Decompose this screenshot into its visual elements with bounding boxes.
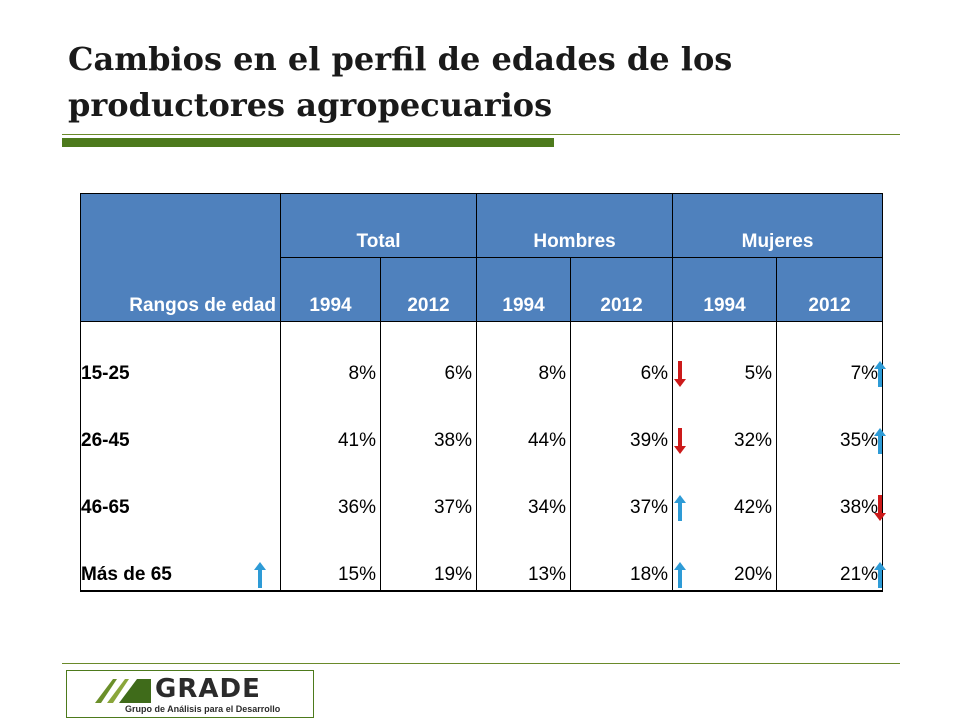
value-cell: 8% [476,321,572,389]
value-cell: 38% [379,389,478,456]
value-text: 5% [744,363,773,384]
age-range-cell: 15-25 [80,321,281,389]
value-text: 8% [538,363,567,384]
grade-logo-subtitle: Grupo de Análisis para el Desarrollo [125,704,281,714]
value-cell: 39% [570,389,687,456]
value-text: 37% [433,497,473,518]
value-cell: 5% [672,321,778,389]
header-year: 2012 [776,257,884,322]
slide-title: Cambios en el perfil de edades de los pr… [68,40,733,124]
value-cell: 36% [280,456,381,523]
value-text: 32% [734,430,773,451]
age-profile-table: Rangos de edad Total Hombres Mujeres 199… [80,193,887,592]
value-cell: 21% [776,523,887,592]
value-text: 21% [840,564,879,585]
value-text: 44% [527,430,567,451]
down-arrow-icon [874,495,887,521]
header-year: 1994 [476,257,572,322]
value-cell: 42% [672,456,778,523]
value-text: 38% [433,430,473,451]
value-text: 6% [640,363,669,384]
age-range-cell: Más de 65 [80,523,281,592]
value-cell: 6% [379,321,478,389]
footer-divider-line [62,663,900,664]
up-arrow-icon [874,562,887,588]
table-row: Más de 65 15% 19% 13% 18% 20% 21% [80,523,887,592]
value-text: 8% [348,363,376,384]
value-text: 38% [840,497,879,518]
up-arrow-icon [874,428,887,454]
header-year: 1994 [672,257,778,322]
table-body: 15-25 8% 6% 8% 6% 5% 7% 26-45 41% 38% 44% 39% 32% 35%… [80,321,887,592]
header-age-ranges: Rangos de edad [80,193,281,322]
value-text: 13% [527,564,567,585]
value-cell: 18% [570,523,687,592]
title-accent-bar [62,138,554,147]
value-text: 15% [337,564,376,585]
age-range-label: 15-25 [81,363,130,384]
value-cell: 41% [280,389,381,456]
value-text: 34% [527,497,567,518]
header-year: 1994 [280,257,381,322]
value-text: 42% [734,497,773,518]
value-cell: 8% [280,321,381,389]
value-text: 41% [337,430,376,451]
value-text: 20% [734,564,773,585]
value-cell: 32% [672,389,778,456]
header-group-mujeres: Mujeres [672,193,884,258]
age-range-label: 46-65 [81,497,130,518]
header-group-hombres: Hombres [476,193,674,258]
table-row: 26-45 41% 38% 44% 39% 32% 35% [80,389,887,456]
grade-logo: GRADE Grupo de Análisis para el Desarrol… [66,670,314,718]
title-divider-line [62,134,900,135]
header-group-total: Total [279,193,478,258]
table-row: 46-65 36% 37% 34% 37% 42% 38% [80,456,887,523]
value-text: 35% [840,430,879,451]
table-row: 15-25 8% 6% 8% 6% 5% 7% [80,321,887,389]
value-text: 6% [444,363,473,384]
value-cell: 35% [776,389,887,456]
value-text: 7% [850,363,879,384]
up-arrow-icon [254,562,266,588]
value-cell: 38% [776,456,887,523]
age-range-cell: 26-45 [80,389,281,456]
value-text: 19% [433,564,473,585]
grade-logo-wordmark: GRADE [155,674,261,704]
value-cell: 44% [476,389,572,456]
value-cell: 37% [379,456,478,523]
value-cell: 37% [570,456,687,523]
value-text: 36% [337,497,376,518]
value-text: 39% [630,430,669,451]
age-range-cell: 46-65 [80,456,281,523]
value-text: 37% [630,497,669,518]
value-text: 18% [630,564,669,585]
value-cell: 20% [672,523,778,592]
value-cell: 13% [476,523,572,592]
value-cell: 6% [570,321,687,389]
age-range-label: Más de 65 [81,564,172,585]
grade-logo-mark-icon [95,679,151,703]
age-range-label: 26-45 [81,430,130,451]
value-cell: 19% [379,523,478,592]
value-cell: 7% [776,321,887,389]
header-year: 2012 [570,257,674,322]
value-cell: 15% [280,523,381,592]
header-year: 2012 [379,257,478,322]
age-profile-table-container: Rangos de edad Total Hombres Mujeres 199… [80,193,887,592]
up-arrow-icon [874,361,887,387]
value-cell: 34% [476,456,572,523]
